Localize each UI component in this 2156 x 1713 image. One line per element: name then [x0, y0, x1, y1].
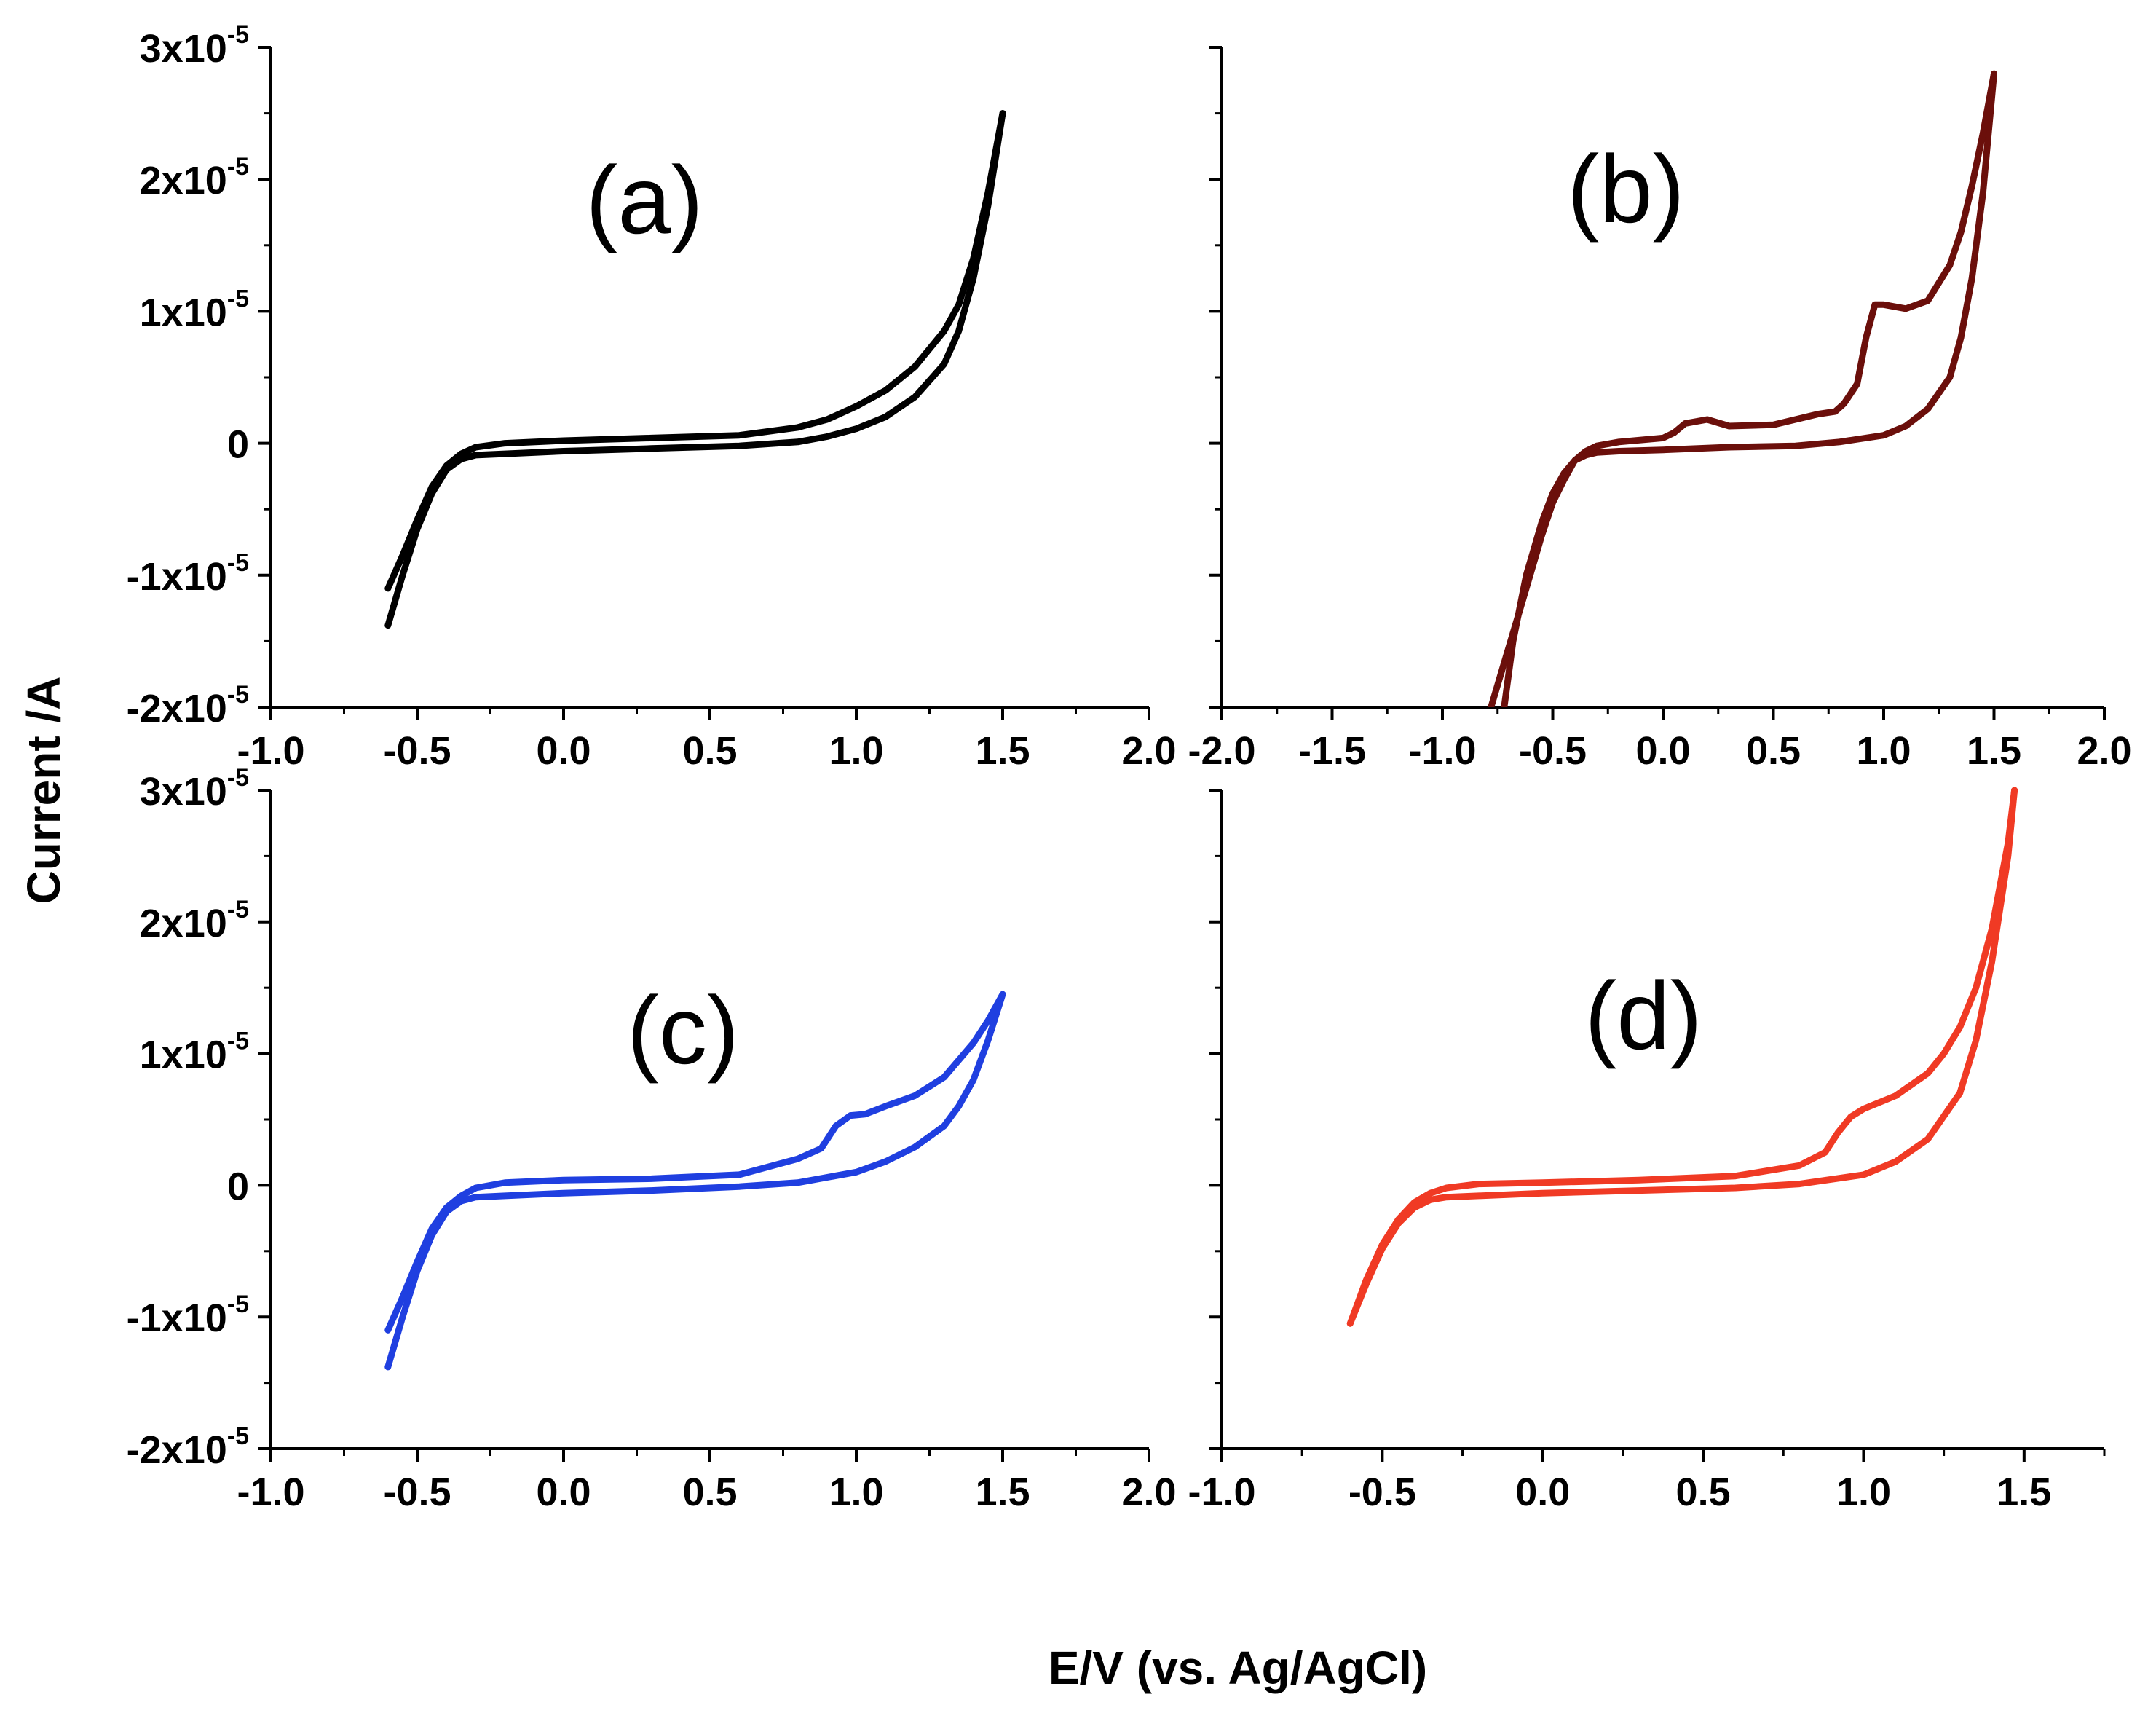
x-tick-label: -1.0	[237, 729, 304, 773]
x-tick-label: 0.0	[1635, 729, 1690, 773]
x-axis-title: E/V (vs. Ag/AgCl)	[1049, 1642, 1427, 1694]
x-tick-label: -1.0	[1188, 1470, 1255, 1514]
panel-a: -1.0 -0.5 0.0 0.5 1.0 1.5 2.0 -2x10-5 -1x10-5 0 1x…	[127, 21, 1177, 773]
y-tick-label: 0	[227, 1165, 249, 1208]
panel-label: (a)	[585, 146, 703, 253]
panel-d: -1.0 -0.5 0.0 0.5 1.0 1.5 (d)	[1188, 787, 2106, 1514]
x-tick-label: 1.0	[1856, 729, 1911, 773]
x-tick-label: 2.0	[1121, 1470, 1176, 1514]
x-tick-label: -0.5	[383, 729, 451, 773]
x-tick-label: 1.5	[1997, 1470, 2051, 1514]
y-axis-title: Current /A	[17, 677, 70, 905]
cv-series-cathodic-scan	[384, 110, 1006, 592]
x-tick-label: 0.5	[682, 1470, 737, 1514]
x-tick-label: 0.5	[1746, 729, 1801, 773]
x-tick-label: 0.5	[1676, 1470, 1731, 1514]
x-tick-label: 1.5	[975, 1470, 1030, 1514]
cv-series-cathodic-scan	[384, 991, 1006, 1334]
x-tick-label: 1.0	[829, 1470, 883, 1514]
panel-b: -2.0 -1.5 -1.0 -0.5 0.0 0.5 1.0 1.5 2.0 (b)	[1188, 46, 2132, 773]
y-tick-label: -1x10-5	[127, 549, 249, 599]
cv-series-anodic-scan	[1501, 70, 1997, 707]
panel-label: (d)	[1584, 962, 1702, 1069]
x-tick-label: -0.5	[1519, 729, 1587, 773]
x-tick-label: 0.0	[536, 729, 591, 773]
x-tick-label: -0.5	[1349, 1470, 1416, 1514]
x-tick-label: 1.5	[975, 729, 1030, 773]
cv-series-cathodic-scan	[1488, 70, 1997, 707]
x-tick-label: 0.5	[682, 729, 737, 773]
cv-series-anodic-scan	[384, 991, 1006, 1371]
cv-series-cathodic-scan	[1346, 787, 2018, 1327]
y-tick-label: 1x10-5	[140, 1028, 249, 1077]
y-tick-label: 0	[227, 423, 249, 467]
panel-label: (c)	[627, 977, 739, 1084]
y-tick-label: 3x10-5	[140, 21, 249, 71]
x-tick-label: -1.0	[237, 1470, 304, 1514]
x-tick-label: -1.0	[1408, 729, 1476, 773]
y-tick-label: -2x10-5	[127, 681, 249, 731]
x-tick-label: 0.0	[1515, 1470, 1570, 1514]
y-tick-label: -1x10-5	[127, 1291, 249, 1340]
y-tick-label: 2x10-5	[140, 896, 249, 945]
x-tick-label: 2.0	[2077, 729, 2131, 773]
x-tick-label: 0.0	[536, 1470, 591, 1514]
x-tick-label: 1.5	[1967, 729, 2021, 773]
y-tick-label: -2x10-5	[127, 1422, 249, 1472]
y-tick-label: 3x10-5	[140, 764, 249, 814]
panel-label: (b)	[1567, 135, 1684, 243]
panel-c: -1.0 -0.5 0.0 0.5 1.0 1.5 2.0 -2x10-5 -1x10-5 0 1x…	[127, 764, 1177, 1514]
x-tick-label: -2.0	[1188, 729, 1255, 773]
x-tick-label: 1.0	[829, 729, 883, 773]
x-tick-label: -1.5	[1298, 729, 1366, 773]
x-tick-label: 1.0	[1836, 1470, 1891, 1514]
x-tick-label: 2.0	[1121, 729, 1176, 773]
x-tick-label: -0.5	[383, 1470, 451, 1514]
y-tick-label: 2x10-5	[140, 153, 249, 202]
y-tick-label: 1x10-5	[140, 285, 249, 334]
